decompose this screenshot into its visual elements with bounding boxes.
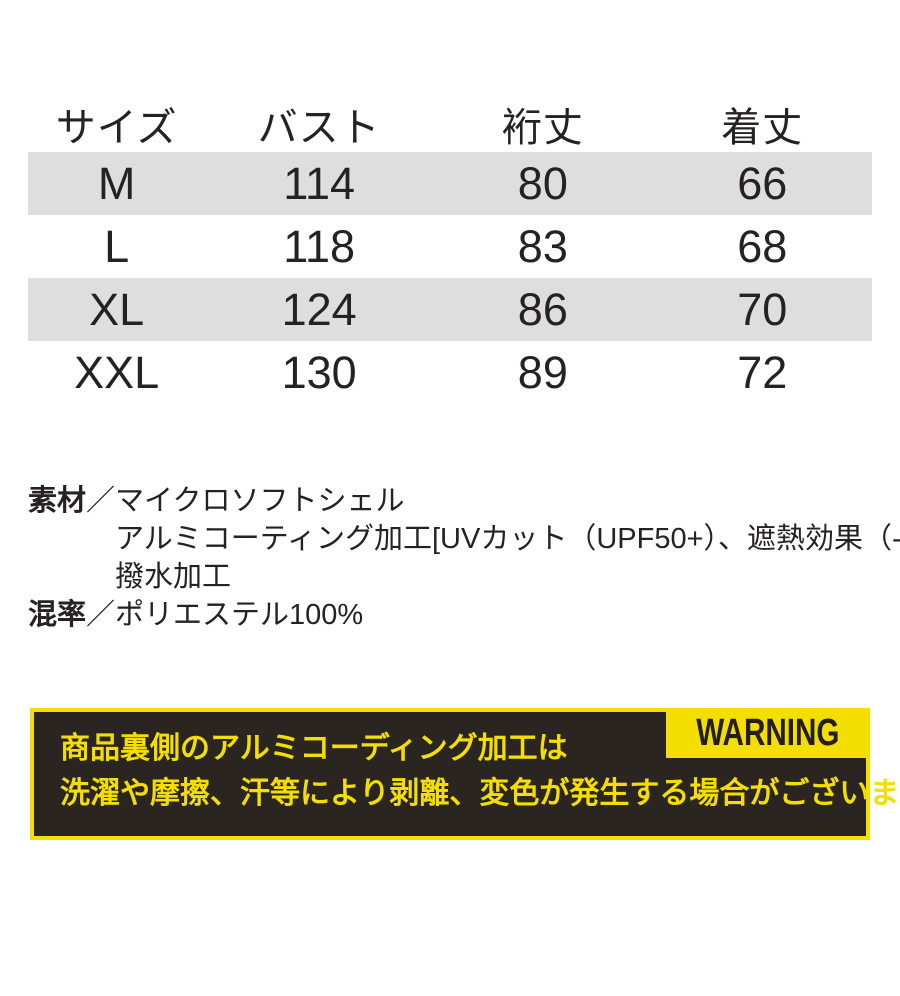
cell-size: XXL (74, 346, 160, 398)
cell-bust: 114 (283, 157, 356, 209)
column-header-length: 着丈 (721, 106, 804, 150)
column-header-size: サイズ (55, 106, 178, 150)
cell-length: 66 (737, 157, 788, 209)
cell-size: XL (89, 283, 145, 335)
cell-length: 68 (737, 220, 788, 272)
cell-sleeve: 89 (517, 346, 568, 398)
material-line-water-repellent: 撥水加工 (115, 561, 232, 593)
table-row-m: M 114 80 66 (28, 152, 872, 215)
label-separator: ／ (86, 485, 116, 517)
size-chart-table: サイズ バスト 裄丈 着丈 M 114 80 66 L 118 83 68 XL… (28, 96, 872, 404)
material-label: 素材 (28, 485, 87, 517)
cell-bust: 130 (281, 346, 357, 398)
label-separator: ／ (86, 599, 116, 631)
table-row-l: L 118 83 68 (28, 215, 872, 278)
blend-label: 混率 (28, 599, 87, 631)
cell-sleeve: 80 (517, 157, 568, 209)
blend-value: ポリエステル100% (115, 599, 364, 631)
cell-bust: 124 (281, 283, 357, 335)
product-specs: 素材／マイクロソフトシェル アルミコーティング加工[UVカット（UPF50+）、… (28, 482, 900, 634)
material-line-coating: アルミコーティング加工[UVカット（UPF50+）、遮熱効果（-8℃）] (115, 523, 900, 555)
table-row-xxl: XXL 130 89 72 (28, 341, 872, 404)
warning-badge-text: WARNING (696, 712, 840, 754)
cell-sleeve: 83 (517, 220, 568, 272)
warning-text-line-1: 商品裏側のアルミコーディング加工は (60, 732, 568, 765)
cell-size: M (97, 157, 136, 209)
warning-text-line-2: 洗濯や摩擦、汗等により剥離、変色が発生する場合がございます。 (60, 777, 900, 810)
cell-size: L (104, 220, 130, 272)
cell-length: 72 (737, 346, 788, 398)
size-table-header-row: サイズ バスト 裄丈 着丈 (28, 96, 872, 152)
column-header-sleeve: 裄丈 (501, 106, 584, 150)
material-value: マイクロソフトシェル (115, 485, 405, 517)
cell-bust: 118 (283, 220, 356, 272)
blend-line: 混率／ポリエステル100% (28, 596, 872, 634)
cell-length: 70 (737, 283, 788, 335)
warning-badge: WARNING (666, 708, 870, 758)
cell-sleeve: 86 (517, 283, 568, 335)
column-header-bust: バスト (257, 106, 381, 150)
material-line: 素材／マイクロソフトシェル (28, 482, 872, 520)
warning-box: WARNING 商品裏側のアルミコーディング加工は 洗濯や摩擦、汗等により剥離、… (30, 708, 900, 840)
table-row-xl: XL 124 86 70 (28, 278, 872, 341)
